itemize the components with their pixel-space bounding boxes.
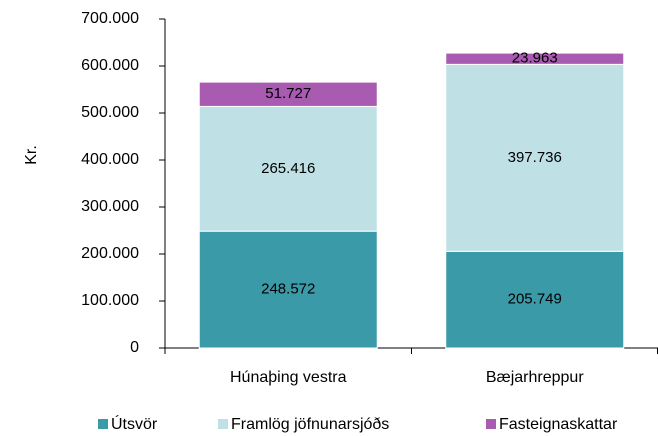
bar-segment xyxy=(445,250,625,349)
legend-swatch xyxy=(486,419,496,429)
data-label: 265.416 xyxy=(261,160,315,177)
data-label: 248.572 xyxy=(261,281,315,298)
bar-segment xyxy=(198,230,378,349)
y-tick-label: 200.000 xyxy=(81,245,139,262)
data-label: 397.736 xyxy=(508,149,562,166)
data-label: 51.727 xyxy=(265,85,311,102)
legend-swatch xyxy=(98,419,108,429)
y-tick-label: 0 xyxy=(130,339,139,356)
y-tick-label: 300.000 xyxy=(81,198,139,215)
x-tick-label: Bæjarhreppur xyxy=(486,369,585,386)
legend-label: Fasteignaskattar xyxy=(499,416,618,433)
y-axis-label: Kr. xyxy=(23,145,40,165)
data-label: 205.749 xyxy=(508,291,562,308)
y-tick-label: 600.000 xyxy=(81,57,139,74)
y-tick-label: 100.000 xyxy=(81,292,139,309)
data-label: 23.963 xyxy=(512,50,558,67)
bar-segment xyxy=(445,52,625,65)
y-tick-label: 500.000 xyxy=(81,104,139,121)
bar-segment xyxy=(198,81,378,107)
x-tick-label: Húnaþing vestra xyxy=(230,369,347,386)
legend-label: Framlög jöfnunarsjóðs xyxy=(231,416,389,433)
legend-label: Útsvör xyxy=(111,414,158,433)
bar-segment xyxy=(445,63,625,252)
y-tick-label: 400.000 xyxy=(81,151,139,168)
legend-swatch xyxy=(218,419,228,429)
bar-segment xyxy=(198,105,378,232)
y-tick-label: 700.000 xyxy=(81,10,139,27)
